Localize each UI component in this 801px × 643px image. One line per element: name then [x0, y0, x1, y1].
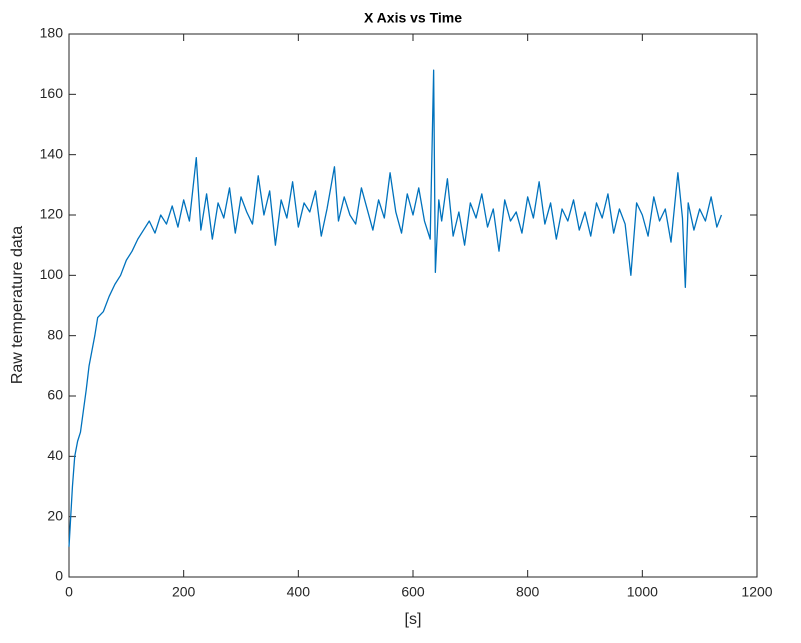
x-tick-label: 1000: [627, 584, 658, 600]
y-tick-label: 20: [47, 507, 63, 523]
x-tick-label: 200: [172, 584, 196, 600]
y-tick-label: 140: [40, 145, 64, 161]
y-tick-label: 60: [47, 387, 63, 403]
data-line: [68, 69, 723, 547]
y-axis-label: Raw temperature data: [9, 226, 26, 384]
y-tick-label: 40: [47, 447, 63, 463]
chart-title: X Axis vs Time: [364, 10, 462, 26]
y-tick-label: 0: [55, 568, 63, 584]
y-tick-label: 160: [40, 85, 64, 101]
x-tick-label: 1200: [741, 584, 772, 600]
y-tick-label: 120: [40, 206, 64, 222]
y-tick-label: 100: [40, 266, 64, 282]
x-tick-label: 400: [287, 584, 311, 600]
x-axis-label: [s]: [405, 611, 422, 628]
x-tick-label: 600: [401, 584, 425, 600]
plot-box: [68, 33, 758, 578]
x-tick-label: 0: [65, 584, 73, 600]
y-tick-label: 180: [40, 25, 64, 41]
x-tick-label: 800: [516, 584, 540, 600]
y-tick-label: 80: [47, 326, 63, 342]
